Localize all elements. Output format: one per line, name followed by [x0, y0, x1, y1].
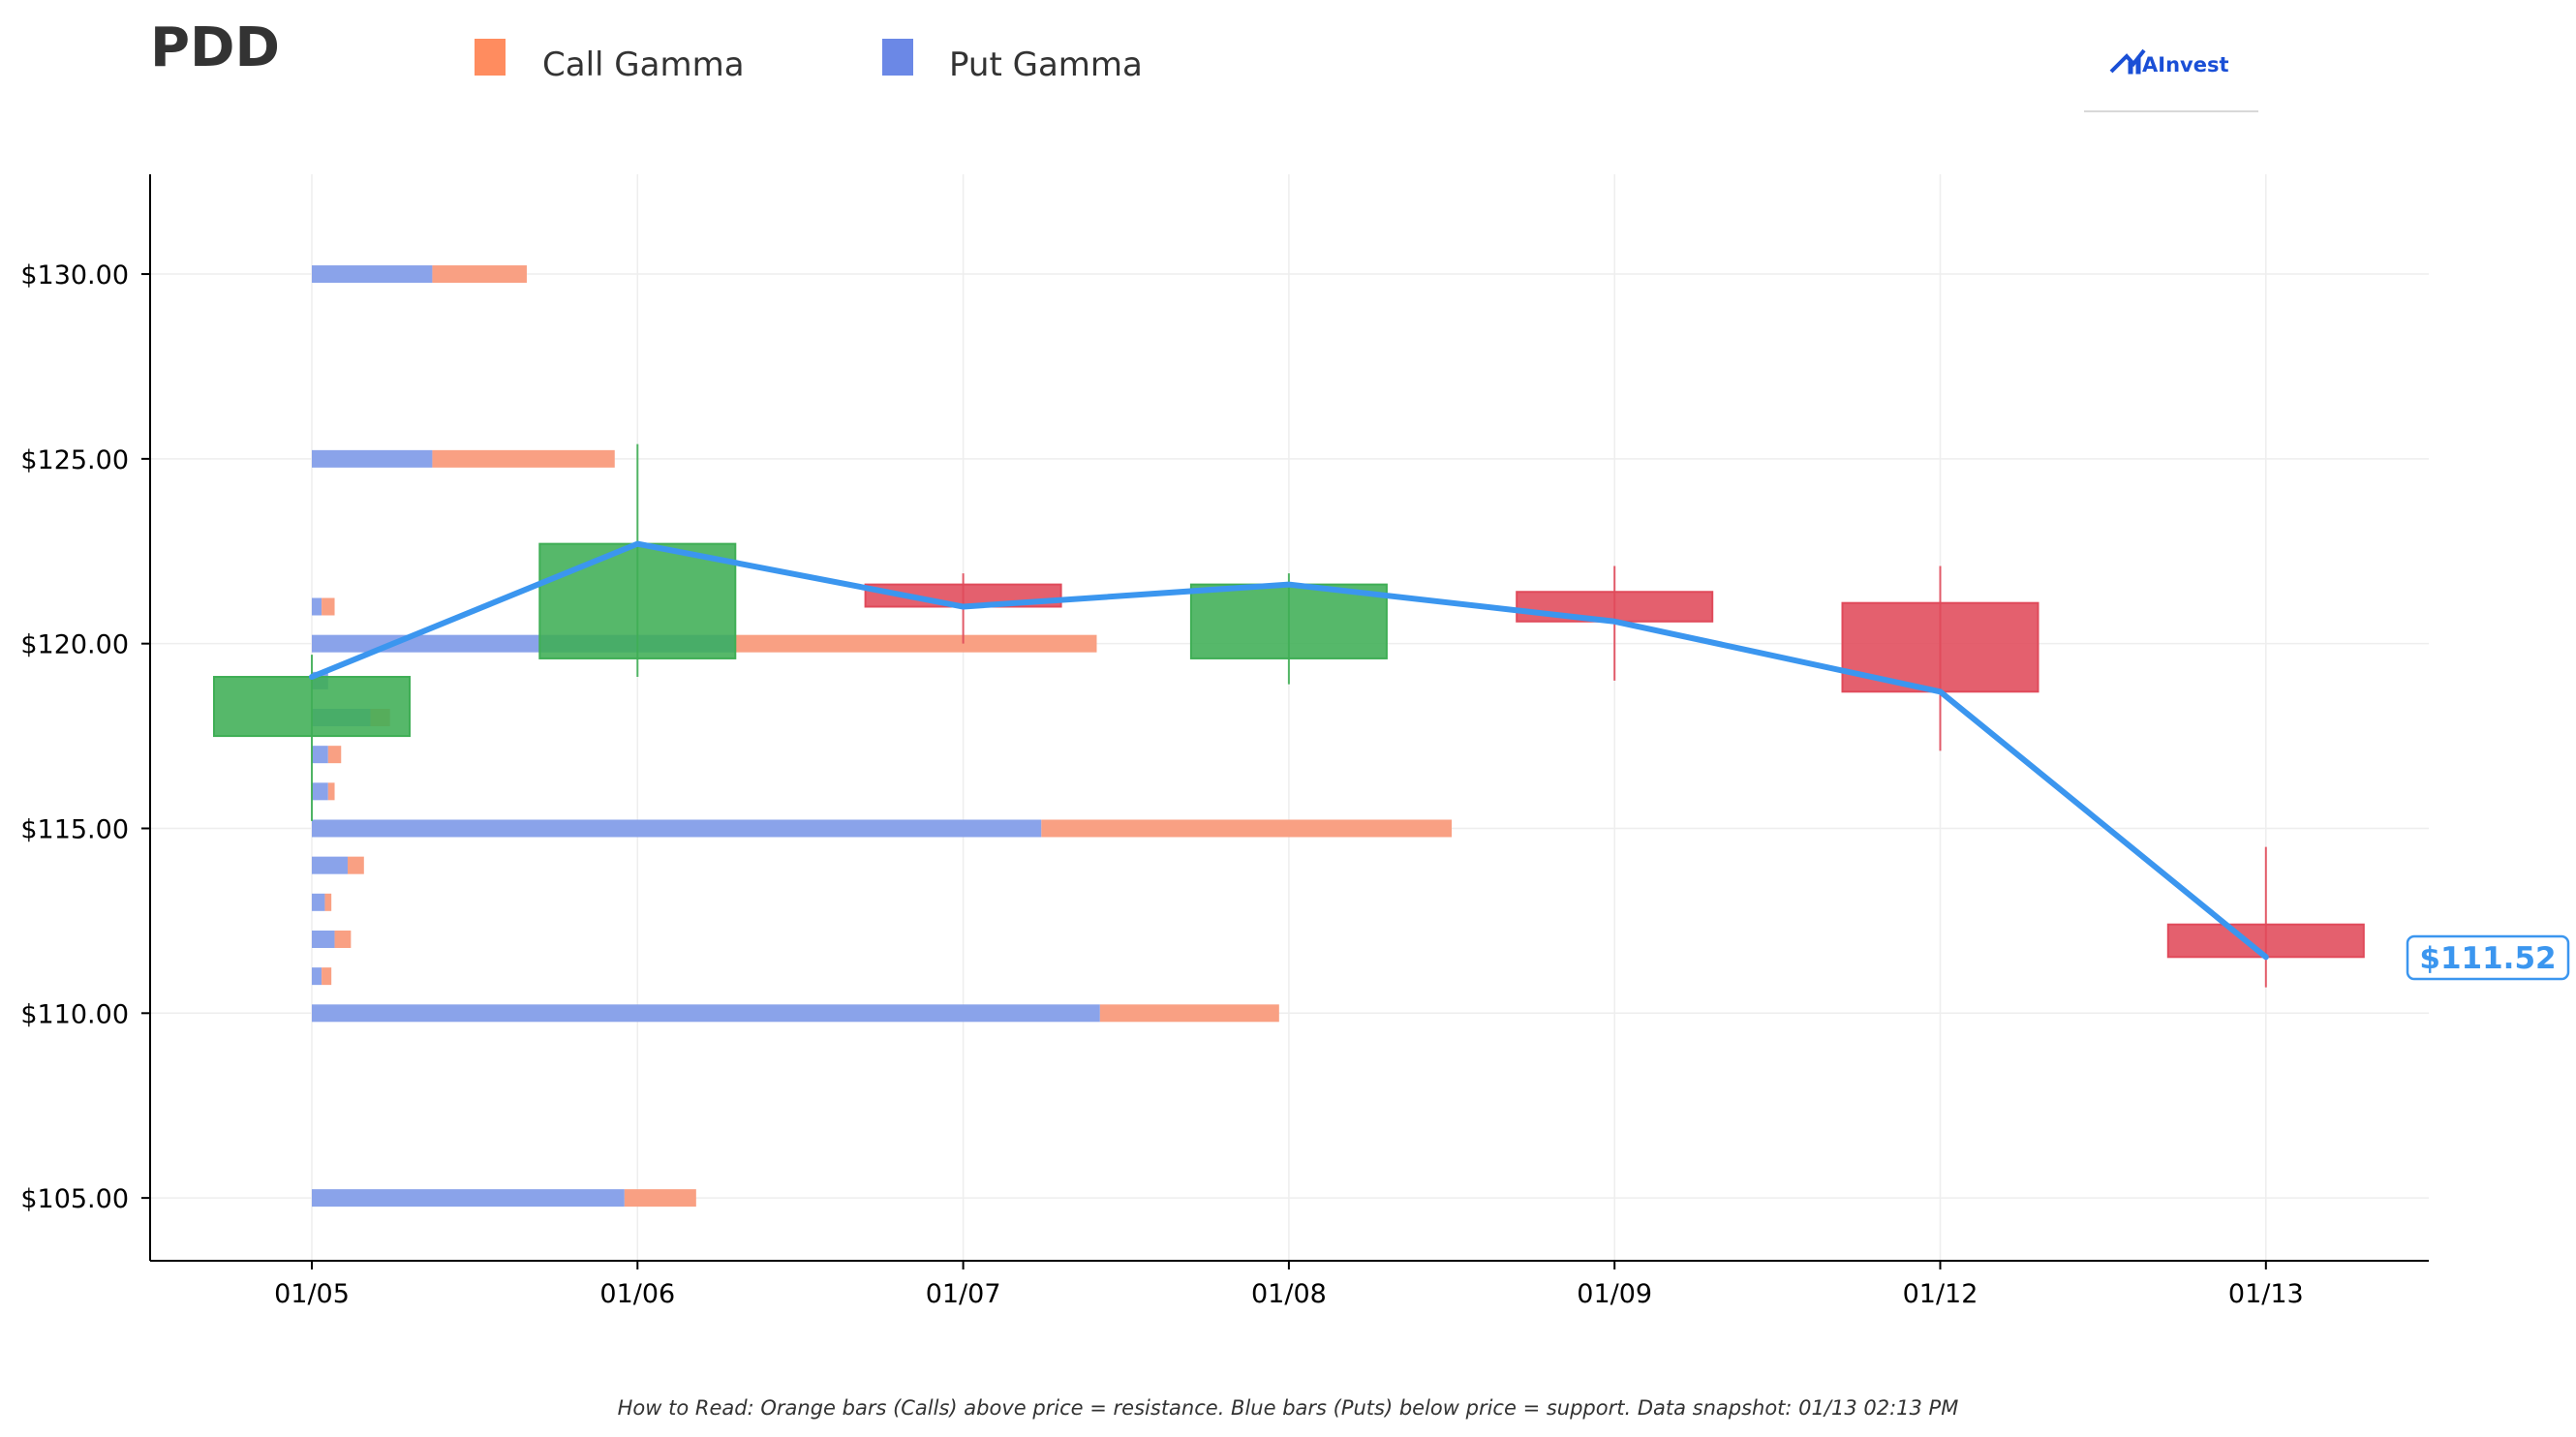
x-axis-ticks: 01/05 01/06 01/07 01/08 01/09 01/12 01/13: [274, 1261, 2304, 1309]
brand-chart-icon: [2109, 48, 2146, 75]
x-tick-label: 01/06: [599, 1279, 675, 1309]
candle-body: [213, 676, 411, 738]
legend: Call Gamma Put Gamma: [475, 39, 1143, 84]
put-gamma-bar: [312, 893, 325, 911]
put-gamma-bar: [312, 856, 348, 874]
ticker-title: PDD: [150, 16, 280, 79]
call-gamma-bar: [735, 634, 1097, 653]
put-gamma-bar: [312, 819, 1042, 838]
put-gamma-bar: [312, 449, 433, 468]
put-gamma-bar: [312, 746, 328, 764]
y-tick-label: $115.00: [20, 814, 129, 844]
brand-logo: AInvest: [2084, 48, 2258, 112]
candle-body: [538, 542, 737, 659]
x-tick-label: 01/12: [1903, 1279, 1978, 1309]
y-tick-label: $105.00: [20, 1184, 129, 1214]
y-tick-label: $110.00: [20, 999, 129, 1029]
call-gamma-bar: [432, 449, 615, 468]
put-gamma-bar: [312, 967, 322, 986]
call-gamma-bar: [324, 893, 332, 911]
price-line-layer: [309, 540, 2269, 961]
footnote: How to Read: Orange bars (Calls) above p…: [618, 1396, 1959, 1420]
call-gamma-bar: [322, 967, 332, 986]
y-tick-label: $125.00: [20, 445, 129, 475]
price-line: [309, 540, 2269, 961]
candle-body: [1189, 583, 1388, 659]
legend-call-swatch: [475, 39, 506, 76]
brand-name: AInvest: [2142, 53, 2229, 76]
put-gamma-bar: [312, 782, 328, 801]
put-gamma-bar: [312, 265, 433, 284]
y-axis-ticks: $105.00 $110.00 $115.00 $120.00 $125.00 $130.…: [20, 260, 150, 1214]
call-gamma-bar: [1041, 819, 1453, 838]
y-tick-label: $130.00: [20, 260, 129, 290]
put-gamma-bar: [312, 1004, 1100, 1023]
gamma-bars: [312, 265, 1453, 1208]
last-price-badge: $111.52: [2406, 934, 2570, 981]
call-gamma-bar: [327, 782, 335, 801]
call-gamma-bar: [1099, 1004, 1279, 1023]
x-tick-label: 01/09: [1577, 1279, 1652, 1309]
last-price-badge-box: [2406, 934, 2570, 981]
put-gamma-bar: [312, 597, 322, 616]
gridlines: [150, 174, 2429, 1261]
candles: [213, 443, 2365, 988]
x-tick-label: 01/13: [2228, 1279, 2304, 1309]
x-tick-label: 01/08: [1251, 1279, 1327, 1309]
call-gamma-bar: [432, 265, 527, 284]
candle-body: [2166, 923, 2365, 959]
legend-put-label: Put Gamma: [949, 46, 1143, 84]
call-gamma-bar: [624, 1189, 696, 1208]
legend-call-label: Call Gamma: [542, 46, 745, 84]
call-gamma-bar: [334, 930, 352, 948]
x-tick-label: 01/07: [926, 1279, 1001, 1309]
legend-put-swatch: [882, 39, 913, 76]
last-price-label: $111.52: [2419, 941, 2556, 976]
x-tick-label: 01/05: [274, 1279, 350, 1309]
put-gamma-bar: [312, 930, 335, 948]
call-gamma-bar: [322, 597, 335, 616]
put-gamma-bar: [312, 1189, 625, 1208]
call-gamma-bar: [347, 856, 364, 874]
y-tick-label: $120.00: [20, 630, 129, 660]
call-gamma-bar: [327, 746, 342, 764]
candle-body: [1516, 591, 1714, 623]
